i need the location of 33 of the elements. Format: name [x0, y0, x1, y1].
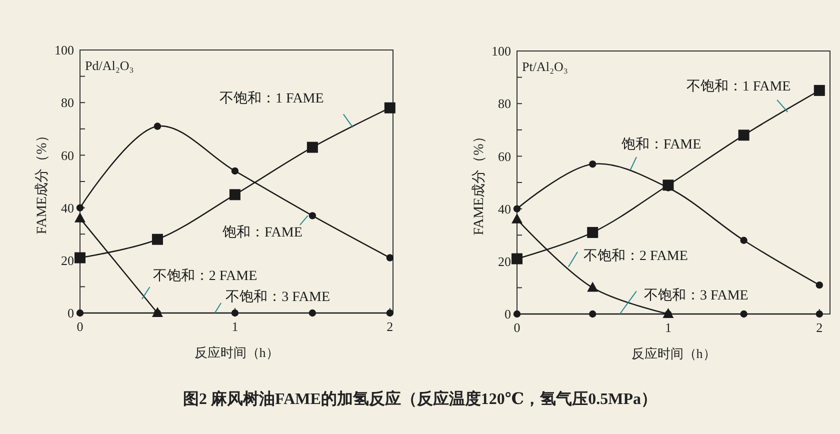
series-label: 饱和：FAME: [620, 136, 702, 152]
x-tick-label: 2: [816, 320, 823, 335]
series-label: 不饱和：3 FAME: [226, 289, 330, 306]
text: Pd/Al₂O₃: [85, 58, 134, 73]
series-label: 饱和：FAME: [222, 224, 302, 241]
x-tick-label: 1: [232, 319, 238, 334]
caption: 图2 麻风树油FAME的加氢反应（反应温度120℃，氢气压0.5MPa）: [183, 389, 657, 408]
x-tick-label: 0: [514, 320, 520, 335]
y-tick-label: 80: [498, 96, 511, 112]
y-tick-label: 100: [54, 42, 74, 58]
y-tick-label: 100: [492, 44, 511, 59]
y-tick-label: 0: [504, 306, 511, 322]
y-axis-title: FAME成分（%）: [471, 130, 487, 236]
x-tick-label: 2: [386, 319, 394, 334]
x-tick-label: 0: [76, 319, 84, 334]
series-label: 不饱和：2 FAME: [152, 268, 258, 284]
series-label: 不饱和：2 FAME: [584, 248, 688, 264]
x-axis-title: 反应时间（h）: [631, 346, 716, 361]
x-axis-title: 反应时间（h）: [194, 345, 279, 360]
series-label: 不饱和：3 FAME: [644, 288, 748, 304]
text: 不饱和：1 FAME: [219, 90, 324, 107]
series-label: 不饱和：1 FAME: [686, 78, 791, 94]
x-tick-label: 1: [664, 320, 672, 335]
y-tick-label: 80: [61, 95, 74, 110]
y-tick-label: 40: [61, 200, 74, 216]
y-tick-label: 40: [498, 201, 511, 216]
y-tick-label: 60: [61, 148, 74, 163]
y-tick-label: 20: [498, 254, 511, 269]
y-axis-title: FAME成分（%）: [34, 128, 50, 234]
text: Pt/Al₂O₃: [522, 59, 568, 74]
y-tick-label: 20: [61, 252, 74, 268]
y-tick-label: 60: [498, 148, 511, 164]
y-tick-label: 0: [68, 306, 74, 321]
